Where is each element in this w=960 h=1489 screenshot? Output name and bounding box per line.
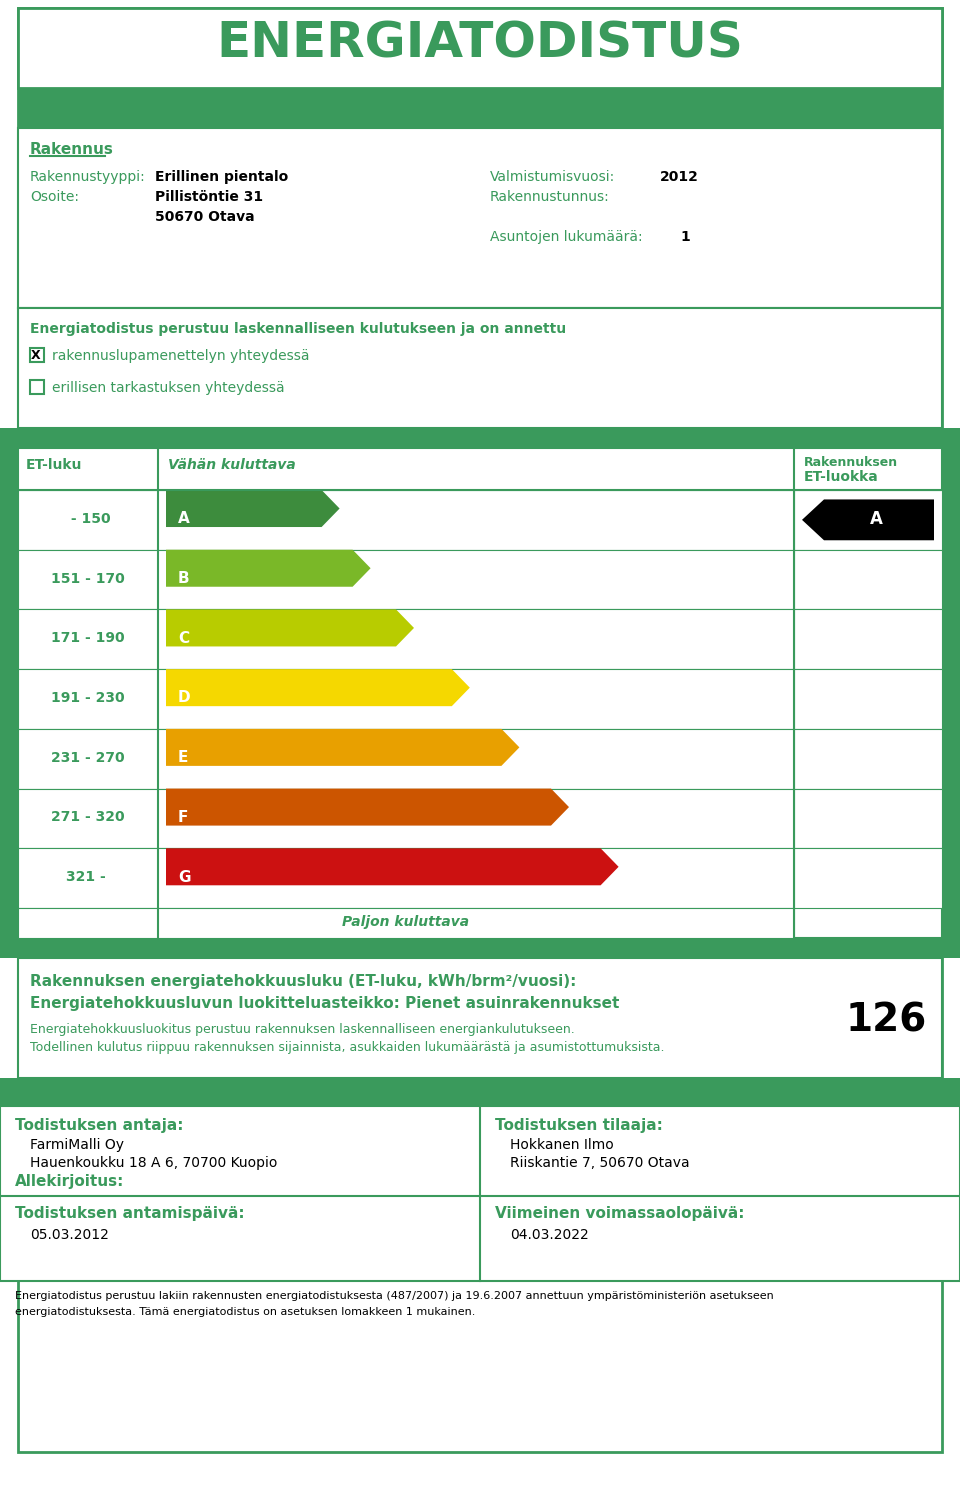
Polygon shape xyxy=(166,789,569,825)
Bar xyxy=(794,549,942,609)
Text: ENERGIATODISTUS: ENERGIATODISTUS xyxy=(217,19,743,68)
Bar xyxy=(794,609,942,669)
Text: Allekirjoitus:: Allekirjoitus: xyxy=(15,1173,125,1190)
Text: 2012: 2012 xyxy=(660,170,699,185)
Bar xyxy=(18,609,794,669)
Text: erillisen tarkastuksen yhteydessä: erillisen tarkastuksen yhteydessä xyxy=(52,381,284,395)
Bar xyxy=(18,308,942,427)
Text: Asuntojen lukumäärä:: Asuntojen lukumäärä: xyxy=(490,229,642,244)
Bar xyxy=(18,957,942,1078)
Text: D: D xyxy=(178,691,191,706)
Polygon shape xyxy=(166,669,469,706)
Bar xyxy=(18,448,942,938)
Text: 1: 1 xyxy=(680,229,689,244)
Bar xyxy=(18,669,794,728)
Text: ET-luku: ET-luku xyxy=(26,459,83,472)
Text: 126: 126 xyxy=(846,1001,927,1039)
Text: Todistuksen antaja:: Todistuksen antaja: xyxy=(15,1118,183,1133)
Text: Valmistumisvuosi:: Valmistumisvuosi: xyxy=(490,170,615,185)
Text: A: A xyxy=(870,509,882,529)
Text: G: G xyxy=(178,870,190,884)
Bar xyxy=(18,549,794,609)
Text: Paljon kuluttava: Paljon kuluttava xyxy=(343,916,469,929)
Bar xyxy=(794,849,942,908)
Bar xyxy=(18,728,794,789)
Polygon shape xyxy=(166,490,340,527)
Bar xyxy=(0,1078,960,1106)
Bar xyxy=(18,490,794,549)
Text: 50670 Otava: 50670 Otava xyxy=(155,210,254,223)
Text: 231 - 270: 231 - 270 xyxy=(51,750,125,765)
Text: Rakennustyyppi:: Rakennustyyppi: xyxy=(30,170,146,185)
Bar xyxy=(30,348,44,362)
Text: Todellinen kulutus riippuu rakennuksen sijainnista, asukkaiden lukumäärästä ja a: Todellinen kulutus riippuu rakennuksen s… xyxy=(30,1041,664,1054)
Polygon shape xyxy=(802,499,934,541)
Text: 171 - 190: 171 - 190 xyxy=(51,631,125,645)
Text: rakennuslupamenettelyn yhteydessä: rakennuslupamenettelyn yhteydessä xyxy=(52,348,309,363)
Text: Todistuksen tilaaja:: Todistuksen tilaaja: xyxy=(495,1118,662,1133)
Text: Rakennuksen: Rakennuksen xyxy=(804,456,899,469)
Text: FarmiMalli Oy: FarmiMalli Oy xyxy=(30,1138,124,1152)
Text: A: A xyxy=(178,511,190,526)
Text: 191 - 230: 191 - 230 xyxy=(51,691,125,704)
Text: Viimeinen voimassaolopäivä:: Viimeinen voimassaolopäivä: xyxy=(495,1206,745,1221)
Text: C: C xyxy=(178,631,189,646)
Text: Rakennuksen energiatehokkuusluku (ET-luku, kWh/brm²/vuosi):: Rakennuksen energiatehokkuusluku (ET-luk… xyxy=(30,974,576,989)
Text: F: F xyxy=(178,810,188,825)
Bar xyxy=(18,908,794,938)
Text: ET-luokka: ET-luokka xyxy=(804,471,878,484)
Text: Erillinen pientalo: Erillinen pientalo xyxy=(155,170,288,185)
Text: X: X xyxy=(31,348,40,362)
Polygon shape xyxy=(166,549,371,587)
Text: B: B xyxy=(178,572,190,587)
Text: energiatodistuksesta. Tämä energiatodistus on asetuksen lomakkeen 1 mukainen.: energiatodistuksesta. Tämä energiatodist… xyxy=(15,1307,475,1316)
Text: 05.03.2012: 05.03.2012 xyxy=(30,1228,108,1242)
Polygon shape xyxy=(166,728,519,765)
Text: Hokkanen Ilmo: Hokkanen Ilmo xyxy=(510,1138,613,1152)
Polygon shape xyxy=(166,609,414,646)
Bar xyxy=(0,1106,960,1281)
Text: Hauenkoukku 18 A 6, 70700 Kuopio: Hauenkoukku 18 A 6, 70700 Kuopio xyxy=(30,1155,277,1170)
Bar xyxy=(18,7,942,88)
Bar xyxy=(30,380,44,395)
Text: 04.03.2022: 04.03.2022 xyxy=(510,1228,588,1242)
Text: - 150: - 150 xyxy=(65,512,110,526)
Bar xyxy=(794,789,942,849)
Text: Energiatehokkuusluvun luokitteluasteikko: Pienet asuinrakennukset: Energiatehokkuusluvun luokitteluasteikko… xyxy=(30,996,619,1011)
Text: Todistuksen antamispäivä:: Todistuksen antamispäivä: xyxy=(15,1206,245,1221)
Text: 321 -: 321 - xyxy=(65,870,110,884)
Text: Riiskantie 7, 50670 Otava: Riiskantie 7, 50670 Otava xyxy=(510,1155,689,1170)
Text: Osoite:: Osoite: xyxy=(30,191,79,204)
Text: Energiatehokkuusluokitus perustuu rakennuksen laskennalliseen energiankulutuksee: Energiatehokkuusluokitus perustuu rakenn… xyxy=(30,1023,575,1036)
Text: Energiatodistus perustuu laskennalliseen kulutukseen ja on annettu: Energiatodistus perustuu laskennalliseen… xyxy=(30,322,566,337)
Bar xyxy=(794,728,942,789)
Bar xyxy=(18,128,942,308)
Text: 151 - 170: 151 - 170 xyxy=(51,572,125,585)
Bar xyxy=(18,789,794,849)
Text: Energiatodistus perustuu lakiin rakennusten energiatodistuksesta (487/2007) ja 1: Energiatodistus perustuu lakiin rakennus… xyxy=(15,1291,774,1301)
Text: 271 - 320: 271 - 320 xyxy=(51,810,125,825)
Bar xyxy=(794,669,942,728)
Bar xyxy=(18,849,794,908)
Text: E: E xyxy=(178,750,188,765)
Bar xyxy=(0,427,960,957)
Text: Vähän kuluttava: Vähän kuluttava xyxy=(168,459,296,472)
Polygon shape xyxy=(166,849,618,886)
Text: Pillistöntie 31: Pillistöntie 31 xyxy=(155,191,263,204)
Bar xyxy=(18,88,942,128)
Text: Rakennus: Rakennus xyxy=(30,141,114,156)
Bar xyxy=(794,490,942,549)
Text: Rakennustunnus:: Rakennustunnus: xyxy=(490,191,610,204)
